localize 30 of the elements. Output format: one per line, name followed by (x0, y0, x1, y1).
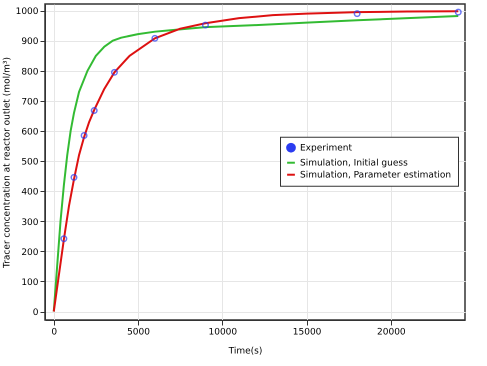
point (151, 34, 158, 42)
y-tick-label: 400 (21, 188, 39, 198)
y-tick-label: 200 (21, 248, 39, 258)
point (202, 22, 209, 29)
x-tick-label: 10000 (208, 328, 238, 338)
x-tick-label: 15000 (292, 328, 322, 338)
y-tick-label: 900 (21, 37, 39, 48)
point (90, 107, 98, 114)
x-tick-label: 5000 (127, 328, 150, 338)
y-tick-label: 100 (21, 278, 39, 288)
point (60, 235, 68, 242)
point (354, 10, 361, 18)
x-tick-label: 0 (51, 328, 58, 338)
y-tick-label: 800 (21, 67, 39, 78)
x-tick-label: 20000 (377, 328, 406, 338)
y-tick-label: 500 (21, 158, 39, 168)
y-tick-label: 1000 (16, 7, 39, 18)
y-axis-title: Tracer concentration at reactor outlet (mol/m³) (2, 56, 13, 270)
point (70, 174, 78, 181)
y-tick-label: 700 (21, 97, 39, 108)
y-tick-label: 300 (21, 218, 39, 228)
legend-label: Simulation, Initial guess (300, 158, 408, 169)
legend-label: Simulation, Parameter estimation (300, 170, 452, 181)
point (110, 68, 118, 76)
y-tick-label: 0 (32, 308, 39, 318)
point (454, 8, 462, 16)
y-tick-label: 600 (21, 128, 39, 138)
point (80, 132, 88, 139)
x-axis-title: Time(s) (228, 346, 262, 356)
legend-label: Experiment (300, 144, 352, 154)
